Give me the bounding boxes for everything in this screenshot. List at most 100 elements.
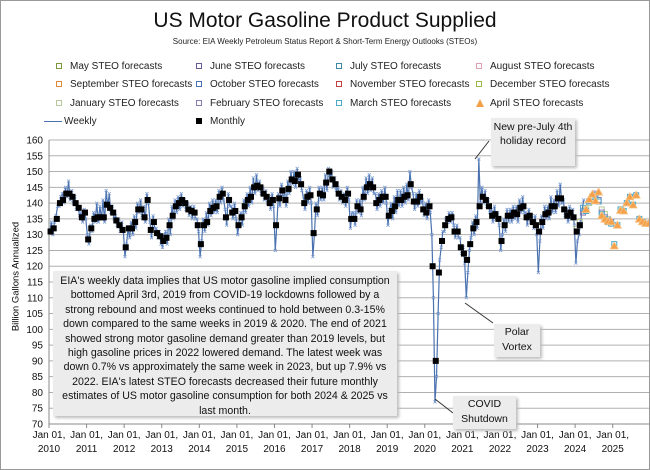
monthly-point — [91, 215, 98, 222]
x-tick-label: Jan 01, 2022 — [484, 430, 517, 455]
monthly-point — [194, 222, 201, 229]
weekly-point — [195, 217, 199, 221]
monthly-point — [482, 196, 489, 203]
record-annotation: New pre-July 4th holiday record — [491, 118, 575, 166]
monthly-point — [247, 193, 254, 200]
weekly-point — [348, 226, 353, 231]
weekly-point — [436, 311, 440, 316]
monthly-point — [401, 193, 408, 200]
weekly-point — [359, 213, 364, 218]
monthly-point — [276, 195, 283, 202]
y-tick-label: 90 — [32, 356, 44, 367]
chart-subtitle: Source: EIA Weekly Petroleum Status Repo… — [172, 37, 478, 46]
weekly-point — [527, 207, 531, 212]
x-tick-label: Jan 01, 2025 — [596, 430, 629, 455]
monthly-point — [354, 203, 361, 210]
weekly-point — [130, 232, 135, 237]
weekly-point — [273, 248, 278, 253]
legend-label: September STEO forecasts — [70, 79, 193, 90]
monthly-point — [298, 181, 305, 188]
monthly-point — [226, 196, 233, 203]
monthly-point — [392, 203, 399, 210]
weekly-point — [226, 191, 231, 196]
y-tick-label: 120 — [26, 262, 43, 273]
weekly-point — [207, 201, 212, 205]
weekly-point — [536, 270, 541, 275]
monthly-point — [122, 244, 129, 251]
monthly-point — [435, 269, 442, 276]
monthly-point — [479, 193, 486, 200]
monthly-point — [523, 214, 530, 221]
monthly-point — [573, 228, 580, 235]
weekly-point — [314, 201, 318, 205]
square-marker-icon — [56, 100, 62, 107]
weekly-point — [135, 201, 140, 205]
weekly-point — [364, 176, 368, 180]
monthly-point — [279, 187, 286, 194]
weekly-point — [425, 217, 429, 221]
y-tick-label: 115 — [27, 278, 43, 289]
monthly-point — [507, 212, 514, 219]
weekly-point — [483, 188, 487, 193]
monthly-point — [135, 206, 142, 213]
weekly-point — [322, 198, 326, 202]
weekly-point — [555, 188, 559, 193]
monthly-point — [241, 203, 248, 210]
monthly-point — [410, 198, 417, 205]
monthly-point — [363, 184, 370, 191]
weekly-point — [198, 254, 202, 259]
monthly-point — [382, 193, 389, 200]
y-tick-label: 155 — [26, 151, 43, 162]
y-tick-label: 140 — [26, 199, 43, 210]
weekly-point — [101, 198, 105, 202]
weekly-point — [254, 172, 259, 177]
x-tick-label: Jan 01, 2020 — [408, 430, 441, 455]
monthly-point — [498, 237, 505, 244]
weekly-point — [500, 232, 505, 237]
weekly-point — [472, 232, 476, 237]
weekly-point — [239, 210, 243, 215]
monthly-point — [551, 203, 558, 210]
monthly-point — [216, 193, 223, 200]
weekly-point — [370, 176, 375, 180]
legend-label: October STEO forecasts — [210, 79, 319, 90]
weekly-point — [307, 185, 312, 190]
weekly-point — [553, 210, 558, 215]
weekly-point — [386, 223, 390, 227]
monthly-point — [420, 206, 427, 213]
square-marker-icon — [196, 100, 202, 107]
line-marker-icon — [44, 120, 62, 123]
legend-item: March STEO forecasts — [336, 98, 451, 109]
april-steo-point — [644, 218, 649, 228]
weekly-point — [215, 210, 220, 215]
monthly-point — [113, 217, 120, 224]
monthly-point — [222, 214, 229, 221]
weekly-point — [268, 207, 273, 212]
monthly-point — [66, 190, 73, 197]
legend-item: July STEO forecasts — [336, 61, 441, 72]
monthly-point — [320, 192, 327, 199]
monthly-point — [307, 192, 314, 199]
monthly-point — [417, 193, 424, 200]
april-steo-point — [584, 194, 594, 203]
monthly-point — [451, 228, 458, 235]
monthly-point — [75, 204, 82, 211]
monthly-point — [182, 200, 189, 207]
weekly-point — [447, 210, 451, 215]
weekly-point — [426, 198, 431, 202]
weekly-point — [145, 191, 149, 196]
monthly-point — [160, 237, 167, 244]
weekly-point — [379, 188, 384, 193]
legend-label: November STEO forecasts — [350, 79, 470, 90]
april-steo-point — [606, 216, 616, 226]
square-marker-icon — [196, 63, 202, 70]
weekly-point — [434, 374, 439, 379]
covid-annotation: COVID Shutdown — [453, 396, 516, 429]
y-tick-label: 160 — [26, 136, 43, 147]
legend-label: July STEO forecasts — [350, 61, 442, 72]
monthly-point — [351, 215, 358, 222]
weekly-point — [408, 169, 412, 174]
y-tick-label: 125 — [26, 246, 43, 257]
weekly-point — [511, 204, 516, 209]
